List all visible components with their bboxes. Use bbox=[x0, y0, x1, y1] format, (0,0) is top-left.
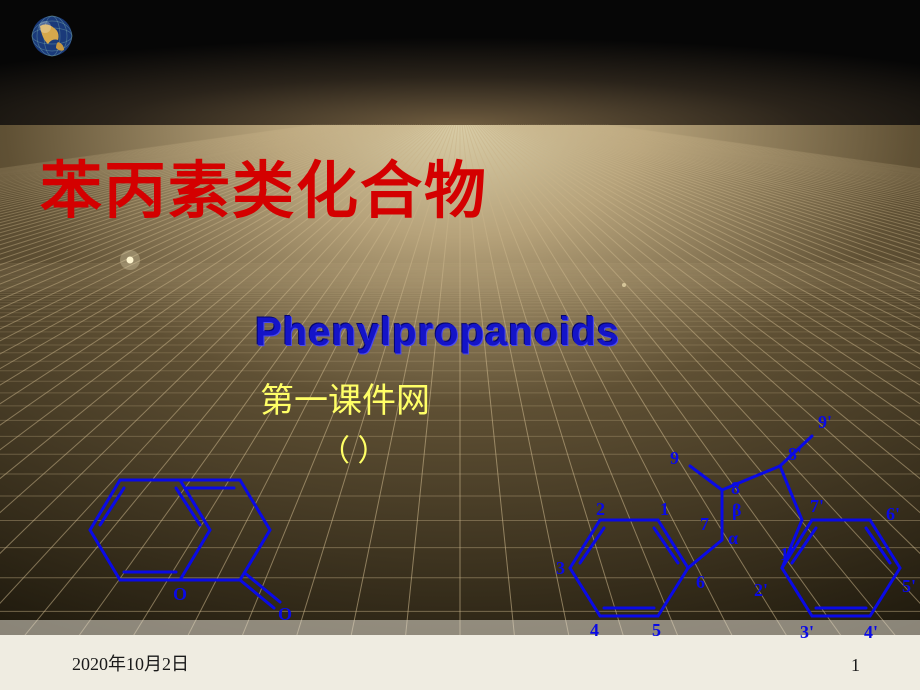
svg-text:4: 4 bbox=[590, 620, 599, 640]
svg-text:2: 2 bbox=[596, 499, 605, 519]
svg-text:8: 8 bbox=[731, 478, 740, 498]
svg-text:7': 7' bbox=[810, 496, 824, 516]
svg-text:3: 3 bbox=[556, 558, 565, 578]
globe-icon bbox=[30, 14, 74, 58]
subtitle-text: 第一课件网 bbox=[260, 380, 430, 424]
svg-text:O: O bbox=[173, 584, 187, 604]
coumarin-structure: O O bbox=[60, 440, 320, 635]
svg-text:β: β bbox=[732, 500, 741, 520]
svg-text:9: 9 bbox=[670, 448, 679, 468]
svg-text:9': 9' bbox=[818, 412, 832, 432]
subtitle-paren: （ ） bbox=[320, 426, 388, 470]
svg-text:4': 4' bbox=[864, 622, 878, 642]
title-chinese: 苯丙素类化合物 bbox=[40, 140, 488, 230]
svg-text:6: 6 bbox=[696, 572, 705, 592]
svg-text:7: 7 bbox=[700, 514, 709, 534]
svg-text:5: 5 bbox=[652, 620, 661, 640]
svg-text:α: α bbox=[728, 528, 738, 548]
svg-text:1: 1 bbox=[660, 499, 669, 519]
svg-text:1': 1' bbox=[780, 544, 794, 564]
lignan-structure: 1 2 3 4 5 6 7 8 9 α β 1' 2' 3' 4' 5' 6' … bbox=[550, 370, 910, 690]
svg-text:O: O bbox=[278, 604, 292, 624]
svg-text:8': 8' bbox=[788, 444, 802, 464]
footer-page-number: 1 bbox=[851, 655, 860, 676]
svg-text:5': 5' bbox=[902, 576, 916, 596]
footer-date: 2020年10月2日 bbox=[72, 650, 189, 676]
svg-text:6': 6' bbox=[886, 504, 900, 524]
svg-text:3': 3' bbox=[800, 622, 814, 642]
title-english: Phenylpropanoids bbox=[255, 310, 620, 355]
svg-text:2': 2' bbox=[754, 580, 768, 600]
